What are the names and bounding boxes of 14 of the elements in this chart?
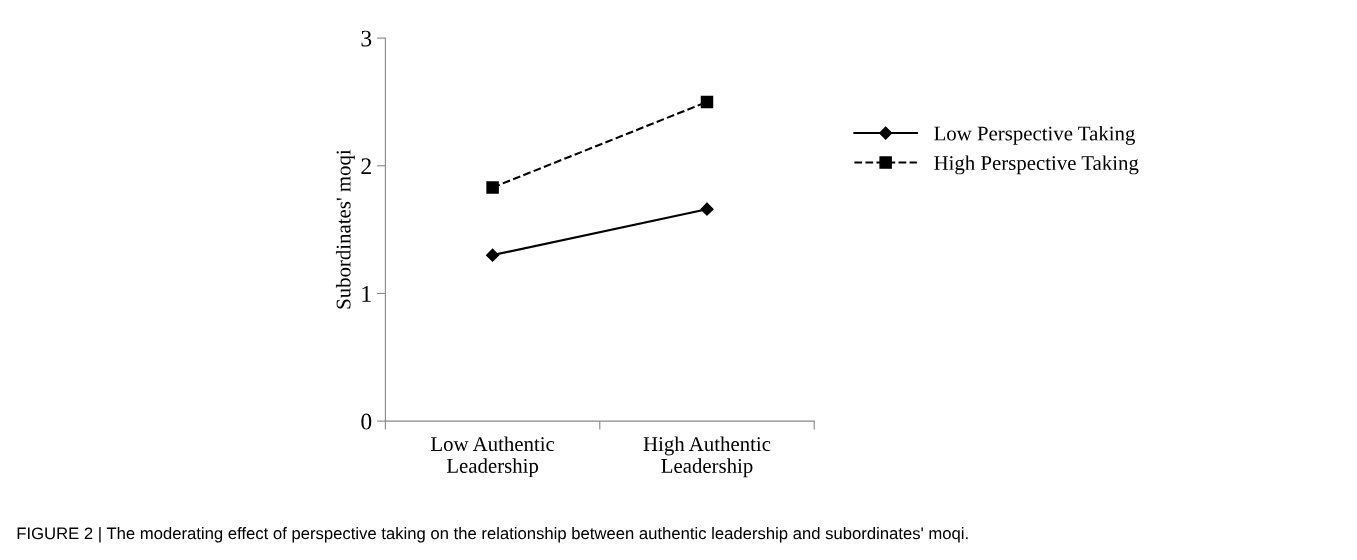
- legend-label: High Perspective Taking: [934, 155, 1139, 175]
- x-tick-label: High Authentic Leadership: [643, 436, 771, 478]
- x-tick-label: Low Authentic Leadership: [430, 436, 555, 478]
- y-tick-label: 2: [361, 158, 371, 174]
- caption: FIGURE 2 | The moderating effect of perspective taking on the relationship between authentic leadership and subordinates' moqi.: [17, 527, 968, 543]
- point: [486, 248, 500, 262]
- y-tick-label: 1: [362, 286, 371, 302]
- point: [486, 181, 499, 194]
- y-tick-label: 3: [361, 30, 372, 47]
- point: [700, 95, 714, 109]
- point: [700, 202, 714, 216]
- y-axis-title: Subordinates' moqi: [335, 149, 355, 309]
- y-tick-label: 0: [361, 413, 372, 430]
- legend-label: Low Perspective Taking: [934, 125, 1135, 145]
